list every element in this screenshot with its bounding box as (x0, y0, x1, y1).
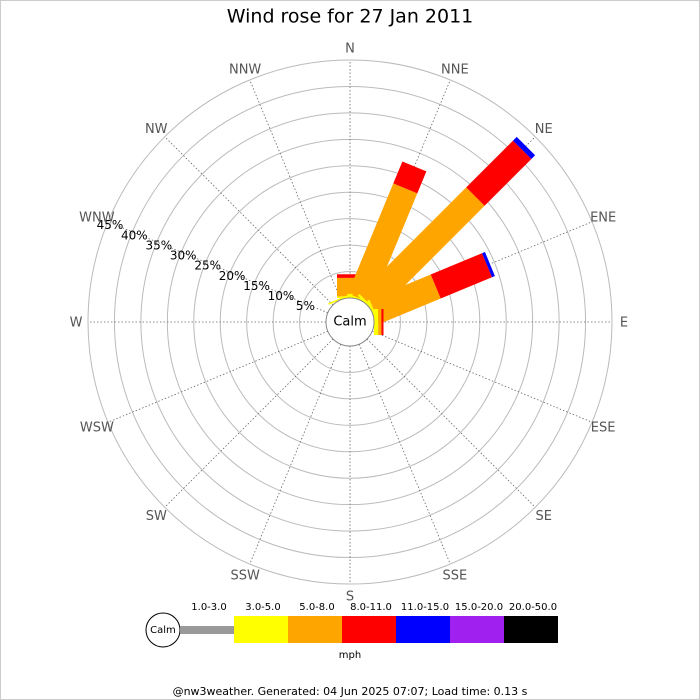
chart-title: Wind rose for 27 Jan 2011 (227, 6, 474, 28)
petals (322, 136, 536, 350)
r-tick-label: 40% (121, 228, 148, 242)
spoke (249, 79, 342, 300)
spoke (107, 330, 328, 423)
spoke (249, 344, 342, 565)
spoke (107, 221, 328, 314)
direction-label: NNE (441, 62, 469, 77)
r-tick-label: 25% (194, 259, 221, 273)
legend-swatch (342, 616, 396, 643)
direction-label: NE (535, 122, 553, 137)
spoke (164, 136, 334, 306)
r-tick-label: 20% (219, 269, 246, 283)
legend-unit: mph (339, 650, 361, 661)
petal-segment (347, 183, 418, 304)
direction-label: WSW (80, 420, 114, 435)
legend-label: 8.0-11.0 (350, 602, 392, 613)
r-tick-label: 5% (296, 299, 315, 313)
direction-label: SSE (442, 569, 467, 584)
r-tick-label: 10% (268, 289, 295, 303)
direction-label: W (70, 316, 83, 331)
r-tick-label: 30% (170, 249, 197, 263)
grid: 5%10%15%20%25%30%35%40%45% N NNE NE ENE E ESE S… (70, 42, 629, 605)
calm-circle (325, 297, 375, 347)
grid-ring (113, 85, 587, 559)
spoke (366, 338, 536, 508)
legend-swatch (396, 616, 450, 643)
direction-label: WNW (79, 211, 115, 226)
legend-label: 1.0-3.0 (191, 602, 226, 613)
grid-ring (87, 59, 613, 585)
r-tick-label: 15% (243, 279, 270, 293)
direction-label: NW (145, 122, 168, 137)
legend-label: 20.0-50.0 (509, 602, 557, 613)
legend-label: 5.0-8.0 (299, 602, 334, 613)
direction-label: S (346, 590, 354, 605)
spoke (164, 338, 334, 508)
calm-label: Calm (333, 315, 366, 330)
grid-ring (140, 112, 560, 532)
direction-label: E (620, 316, 628, 331)
direction-label: SE (536, 509, 552, 524)
petal-segment (374, 309, 379, 335)
petal-segment (393, 161, 427, 194)
direction-label: N (345, 42, 355, 57)
legend: Calm mph 1.0-3.0 3.0-5.0 5.0-8.0 8.0-11.0 11… (145, 602, 558, 661)
spoke (358, 344, 451, 565)
legend-label: 3.0-5.0 (245, 602, 280, 613)
legend-swatch (288, 616, 342, 643)
direction-label: ENE (590, 211, 616, 226)
spoke (372, 330, 593, 423)
r-tick-label: 45% (97, 218, 124, 232)
r-tick-label: 35% (145, 238, 172, 252)
legend-label: 15.0-20.0 (455, 602, 503, 613)
direction-label: SSW (230, 569, 260, 584)
petal-segment (513, 136, 536, 159)
direction-label: NNW (229, 62, 261, 77)
grid-ring (299, 271, 401, 373)
petal-segment (359, 187, 485, 313)
petal-segment (381, 309, 384, 335)
petal-segment (378, 309, 382, 335)
petal-segment (482, 252, 495, 278)
petal-segment (430, 253, 492, 299)
petal-segment (328, 293, 353, 305)
legend-label: 11.0-15.0 (401, 602, 449, 613)
legend-swatch (180, 626, 234, 634)
grid-ring (246, 218, 454, 426)
legend-calm-label: Calm (150, 625, 176, 636)
petal-segment (466, 140, 532, 206)
legend-swatch (504, 616, 558, 643)
direction-label: ESE (591, 420, 616, 435)
grid-ring (193, 165, 507, 479)
petal-segment (369, 274, 441, 324)
direction-label: SW (146, 509, 167, 524)
legend-swatch (234, 616, 288, 643)
footer: @nw3weather. Generated: 04 Jun 2025 07:0… (173, 685, 528, 698)
legend-swatch (450, 616, 504, 643)
